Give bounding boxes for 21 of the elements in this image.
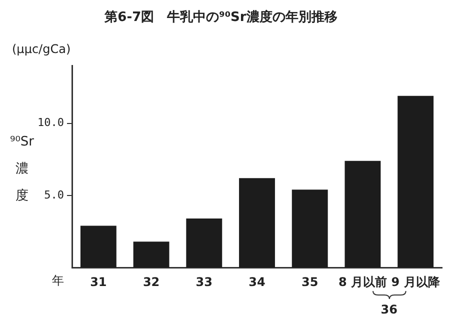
y-tick-label: 5.0 bbox=[44, 188, 64, 202]
bar bbox=[292, 190, 328, 268]
x-tick-label: 35 bbox=[302, 274, 318, 289]
bar bbox=[239, 178, 275, 268]
bar bbox=[344, 160, 381, 268]
x-tick-label: 31 bbox=[90, 274, 107, 289]
x-tick-label: 34 bbox=[248, 274, 266, 289]
x-tick-label: 32 bbox=[142, 274, 160, 289]
bar bbox=[398, 96, 434, 268]
x-axis-title: 年 bbox=[52, 274, 64, 288]
x-tick-label: 9 月以降 bbox=[391, 274, 441, 289]
y-tick-label: 10.0 bbox=[38, 116, 64, 130]
text: (μμc/gCa) bbox=[12, 42, 71, 56]
x-tick-label: 8 月以前 bbox=[338, 274, 387, 289]
y-axis-title: ⁹⁰Sr 濃度 bbox=[10, 134, 35, 204]
chart-title: 第6-7図 牛乳中の⁹⁰Sr濃度の年別推移 bbox=[104, 9, 338, 26]
bar bbox=[133, 242, 170, 268]
text: 36 bbox=[380, 302, 398, 317]
bar bbox=[80, 226, 116, 268]
bar bbox=[186, 218, 222, 268]
x-tick-label: 33 bbox=[196, 274, 212, 289]
